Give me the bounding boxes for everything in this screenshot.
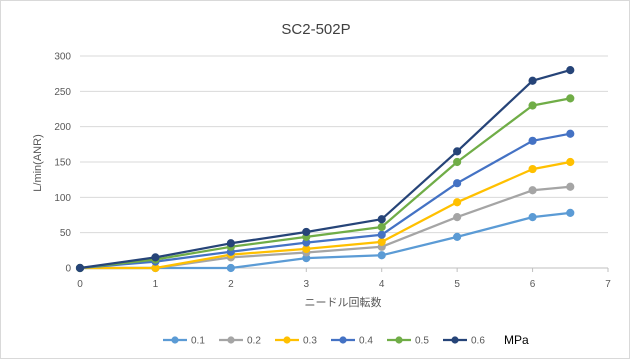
data-point <box>377 251 386 260</box>
series-line <box>79 132 571 270</box>
x-tick-label: 5 <box>454 279 460 290</box>
data-point <box>566 208 575 217</box>
series-line <box>79 69 571 270</box>
data-point <box>528 213 537 222</box>
legend-item: 0.4 <box>331 336 373 347</box>
legend-item: 0.6 <box>443 336 485 347</box>
series-0.3 <box>75 157 575 273</box>
data-point <box>566 129 575 138</box>
data-point <box>528 164 537 174</box>
legend-label: 0.2 <box>247 336 261 347</box>
data-point <box>75 263 85 273</box>
legend-label: 0.4 <box>359 336 373 347</box>
y-tick-label: 150 <box>54 158 71 169</box>
x-tick-label: 0 <box>77 279 83 290</box>
series-line <box>79 97 571 270</box>
y-tick-label: 200 <box>54 122 71 133</box>
y-tick-label: 0 <box>65 264 71 275</box>
legend: 0.1 0.2 0.3 0.4 0.5 0.6 MPa <box>163 333 529 347</box>
data-point <box>453 213 462 222</box>
data-point <box>226 263 235 273</box>
x-tick-label: 7 <box>605 279 611 290</box>
series-line <box>80 211 571 270</box>
data-point <box>566 157 575 167</box>
legend-marker <box>283 336 291 344</box>
y-axis-title: L/min(ANR) <box>32 134 44 191</box>
data-point <box>453 179 462 188</box>
data-point <box>377 230 386 239</box>
data-point <box>528 186 537 195</box>
legend-label: 0.6 <box>471 336 485 347</box>
y-tick-label: 100 <box>54 193 71 204</box>
data-point <box>566 182 575 191</box>
series-lines <box>75 66 575 273</box>
legend-label: 0.5 <box>415 336 429 347</box>
legend-marker <box>395 336 403 344</box>
data-point <box>377 215 386 224</box>
data-point <box>453 157 462 167</box>
y-tick-label: 50 <box>60 228 72 239</box>
data-point <box>226 239 235 248</box>
gridlines <box>80 55 608 269</box>
legend-marker <box>171 336 179 344</box>
data-point <box>566 66 575 75</box>
legend-marker <box>227 336 235 344</box>
x-tick-label: 6 <box>530 279 536 290</box>
x-tick-label: 1 <box>153 279 159 290</box>
legend-item: 0.3 <box>275 336 317 347</box>
x-tick-label: 4 <box>379 279 385 290</box>
data-point <box>528 101 537 110</box>
data-point <box>528 136 537 145</box>
x-tick-label: 2 <box>228 279 234 290</box>
x-axis-title: ニードル回転数 <box>305 296 382 309</box>
series-line <box>80 160 571 270</box>
y-tick-label: 300 <box>54 52 71 63</box>
y-tick-label: 250 <box>54 87 71 98</box>
data-point <box>377 237 386 246</box>
data-point <box>377 222 386 232</box>
legend-item: 0.2 <box>219 336 261 347</box>
data-point <box>302 227 311 237</box>
series-0.6 <box>75 66 575 273</box>
data-point <box>453 147 462 156</box>
legend-item: 0.1 <box>163 336 205 347</box>
x-tick-label: 3 <box>304 279 310 290</box>
legend-label: 0.3 <box>303 336 317 347</box>
legend-label: 0.1 <box>191 336 205 347</box>
data-point <box>151 253 160 262</box>
legend-unit-label: MPa <box>504 333 529 347</box>
chart-title: SC2-502P <box>281 21 350 38</box>
legend-item: 0.5 <box>387 336 429 347</box>
legend-marker <box>451 336 459 344</box>
data-point <box>566 94 575 103</box>
data-point <box>528 76 537 85</box>
data-point <box>453 198 462 207</box>
data-point <box>453 232 462 242</box>
legend-marker <box>339 336 347 344</box>
